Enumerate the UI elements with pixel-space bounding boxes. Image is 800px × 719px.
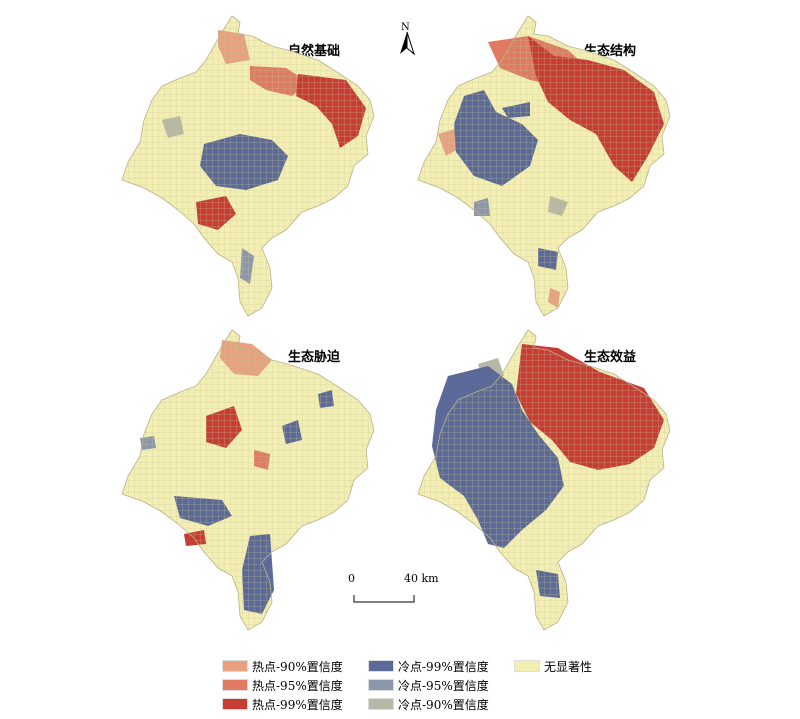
- scale-start-label: 0: [348, 572, 355, 585]
- legend-swatch-cold99: [368, 660, 394, 672]
- scale-end-label: 40 km: [404, 572, 439, 585]
- legend-swatch-hot95: [222, 679, 248, 691]
- legend-item-cold95: 冷点-95%置信度: [368, 677, 489, 693]
- grid-overlay: [417, 329, 671, 631]
- legend-label-cold95: 冷点-95%置信度: [398, 678, 489, 693]
- panel-title-ecological-stress: 生态胁迫: [288, 350, 341, 365]
- legend-item-hot99: 热点-99%置信度: [222, 696, 343, 712]
- map-panel-4: [417, 329, 671, 631]
- legend-swatch-none: [514, 660, 540, 672]
- legend-swatch-hot99: [222, 698, 248, 710]
- north-arrow-icon: [400, 31, 416, 56]
- legend-label-cold90: 冷点-90%置信度: [398, 697, 489, 712]
- legend-label-none: 无显著性: [544, 659, 593, 674]
- grid-overlay: [121, 329, 375, 631]
- panel-title-ecological-benefit: 生态效益: [584, 350, 637, 365]
- legend-item-cold99: 冷点-99%置信度: [368, 658, 489, 674]
- legend-item-hot95: 热点-95%置信度: [222, 677, 343, 693]
- map-panel-2: [417, 15, 671, 317]
- legend-label-hot90: 热点-90%置信度: [252, 659, 343, 674]
- legend-swatch-cold90: [368, 698, 394, 710]
- map-panel-1: [121, 15, 375, 317]
- legend-swatch-hot90: [222, 660, 248, 672]
- legend-item-cold90: 冷点-90%置信度: [368, 696, 489, 712]
- legend-label-hot99: 热点-99%置信度: [252, 697, 343, 712]
- map-panel-3: [121, 329, 375, 631]
- legend-swatch-cold95: [368, 679, 394, 691]
- scale-bar: [353, 595, 415, 603]
- legend-item-hot90: 热点-90%置信度: [222, 658, 343, 674]
- legend-item-none: 无显著性: [514, 658, 592, 674]
- grid-overlay: [417, 15, 671, 317]
- legend-label-cold99: 冷点-99%置信度: [398, 659, 489, 674]
- legend-label-hot95: 热点-95%置信度: [252, 678, 343, 693]
- grid-overlay: [121, 15, 375, 317]
- north-label: N: [401, 22, 410, 33]
- legend: 热点-90%置信度 热点-95%置信度 热点-99%置信度 冷点-99%置信度 …: [222, 658, 602, 714]
